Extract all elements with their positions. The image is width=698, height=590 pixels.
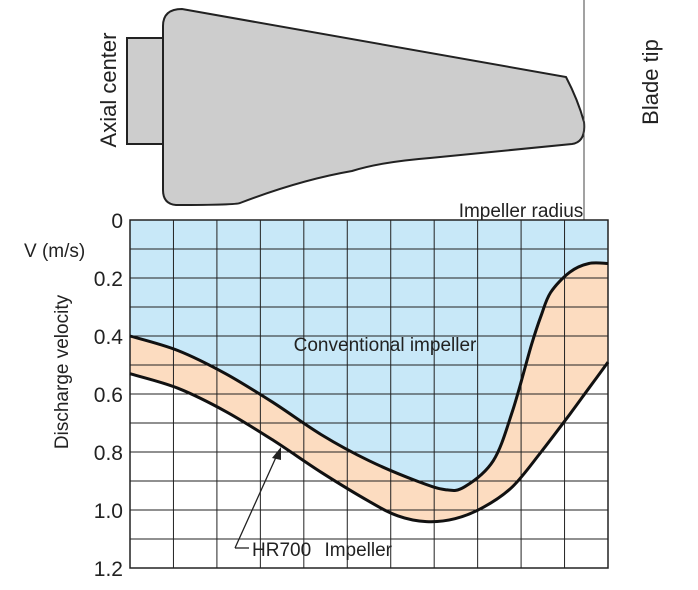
- conventional-line: [129, 261, 609, 492]
- y-tick-label: 0.6: [94, 384, 123, 407]
- hr700-name: HR700: [252, 540, 311, 561]
- hr700-line: [129, 361, 610, 524]
- hr700-suffix: Impeller: [324, 540, 392, 561]
- y-tick-label: 1.2: [94, 558, 123, 581]
- y-tick-label: 0: [111, 210, 123, 233]
- impeller-shaft: [126, 37, 164, 145]
- axial-center-label: Axial center: [96, 33, 121, 148]
- impeller-blade-shape: [162, 7, 586, 207]
- plot-border: [129, 219, 609, 569]
- y-tick-label: 0.4: [94, 326, 124, 349]
- impeller-diagram: [126, 0, 586, 220]
- y-tick-label: 0.8: [94, 442, 123, 465]
- y-unit-label: V (m/s): [24, 241, 85, 262]
- impeller-radius-label: Impeller radius: [459, 201, 584, 222]
- y-tick-label: 1.0: [94, 500, 123, 523]
- blade-tip-label: Blade tip: [638, 39, 663, 125]
- y-tick-labels: 0 0.2 0.4 0.6 0.8 1.0 1.2: [94, 210, 124, 581]
- hr700-pointer-line: [234, 454, 278, 549]
- hr700-arrow-head: [272, 447, 281, 460]
- grid: [130, 220, 608, 568]
- plot-area: [129, 219, 610, 569]
- hr700-label: HR700 Impeller: [252, 540, 393, 561]
- y-axis-label: Discharge velocity: [52, 294, 73, 449]
- hr700-annotation: HR700 Impeller: [234, 447, 393, 561]
- y-tick-label: 0.2: [94, 268, 123, 291]
- conventional-impeller-label: Conventional impeller: [294, 335, 477, 356]
